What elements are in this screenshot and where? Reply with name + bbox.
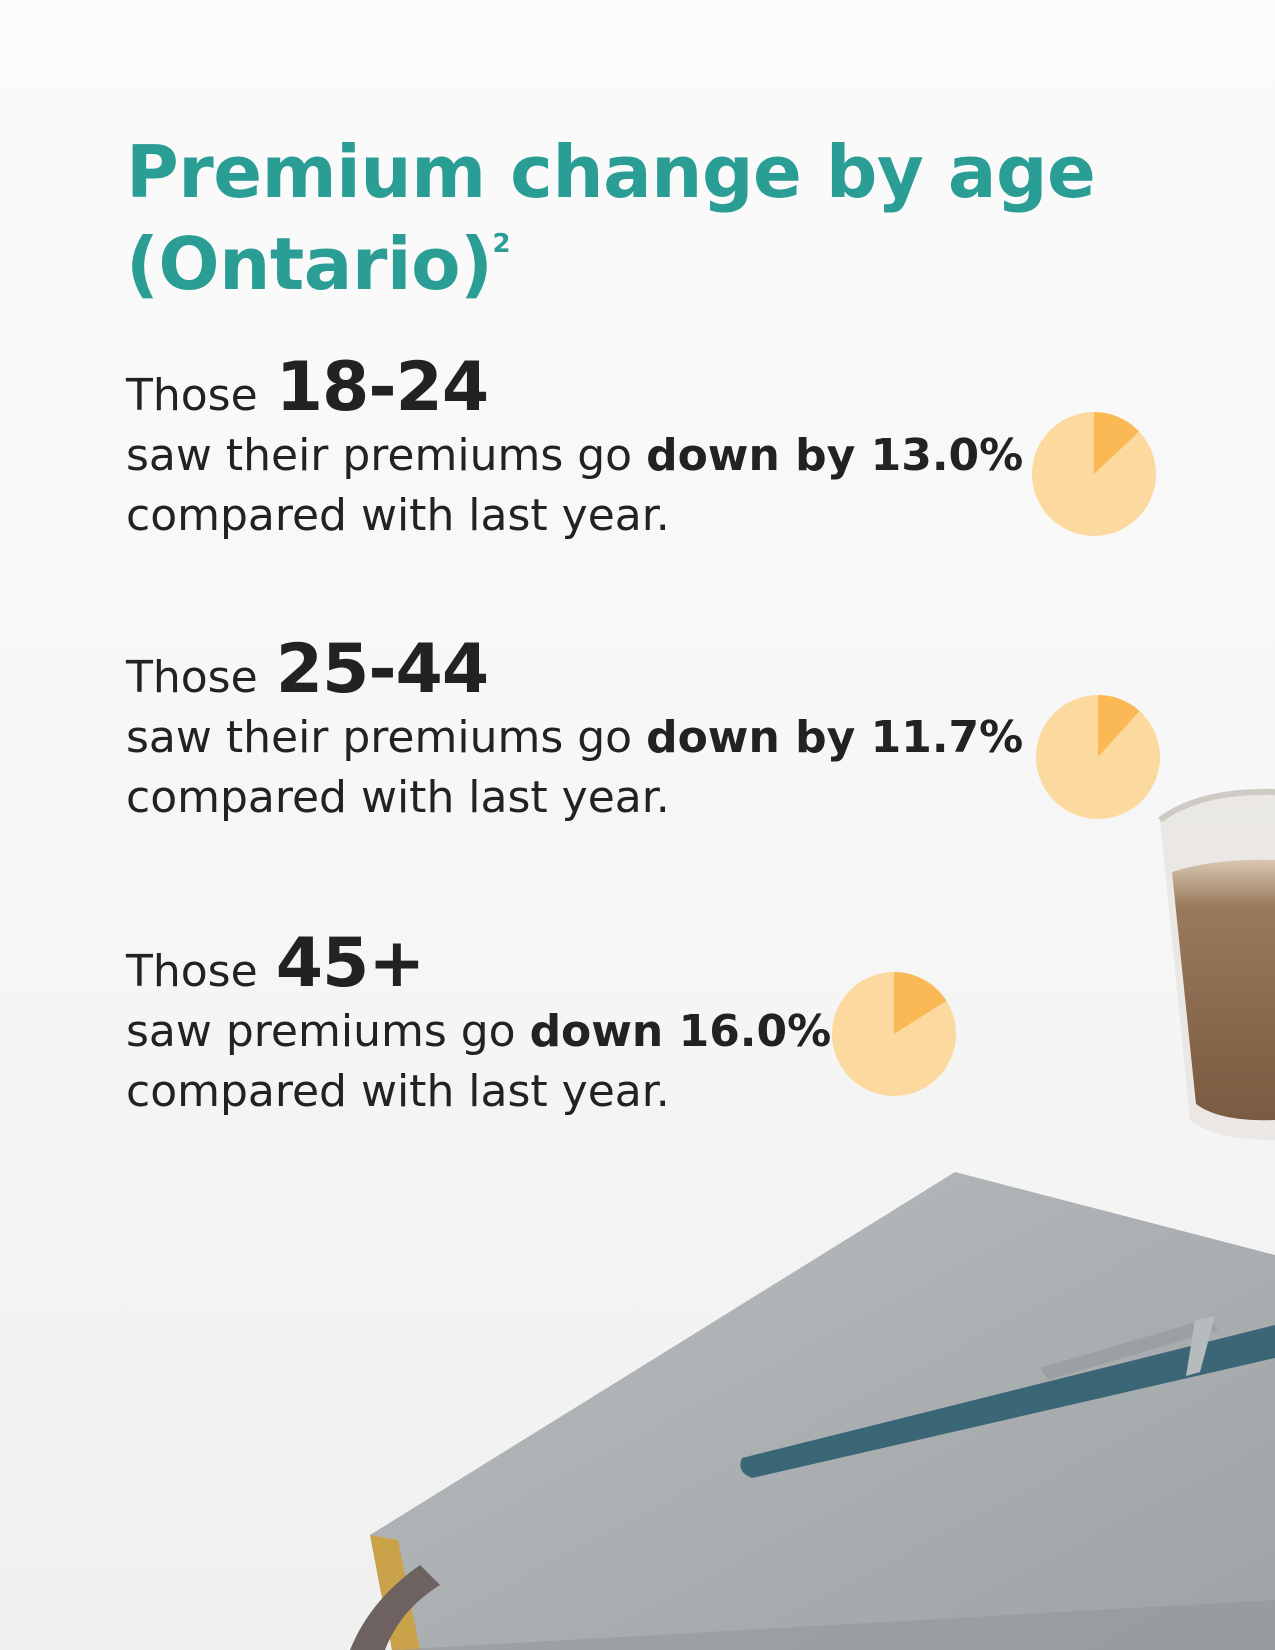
stat-change: down by 11.7%	[646, 712, 1024, 763]
age-group-label: 45+	[275, 924, 426, 1003]
coffee-glass-icon	[1158, 788, 1275, 1140]
age-group-label: 18-24	[275, 348, 489, 427]
pie-slice-45-plus	[894, 972, 947, 1034]
page-title: Premium change by age (Ontario)2	[126, 130, 1096, 306]
stat-block-18-24: Those 18-24 saw their premiums go down b…	[126, 354, 1126, 546]
stat-comparison: compared with last year.	[126, 772, 670, 823]
stat-change: down by 13.0%	[646, 430, 1024, 481]
stat-prefix: Those	[126, 946, 258, 997]
pen-icon	[740, 1316, 1275, 1478]
stat-comparison: compared with last year.	[126, 1066, 670, 1117]
footnote-marker: 2	[492, 229, 511, 259]
stat-text: saw premiums go	[126, 1006, 530, 1057]
stat-comparison: compared with last year.	[126, 490, 670, 541]
pie-chart-45-plus	[832, 972, 956, 1096]
stat-prefix: Those	[126, 370, 258, 421]
stat-change: down 16.0%	[529, 1006, 832, 1057]
stat-block-25-44: Those 25-44 saw their premiums go down b…	[126, 636, 1126, 828]
pie-slice-25-44	[1098, 695, 1140, 757]
stat-block-45-plus: Those 45+ saw premiums go down 16.0% com…	[126, 930, 1126, 1122]
pie-chart-18-24	[1032, 412, 1156, 536]
pie-slice-18-24	[1094, 412, 1140, 474]
stat-prefix: Those	[126, 652, 258, 703]
age-group-label: 25-44	[275, 630, 489, 709]
notebook-icon	[350, 1172, 1275, 1650]
stat-text: saw their premiums go	[126, 712, 647, 763]
stat-text: saw their premiums go	[126, 430, 647, 481]
pie-chart-25-44	[1036, 695, 1160, 819]
